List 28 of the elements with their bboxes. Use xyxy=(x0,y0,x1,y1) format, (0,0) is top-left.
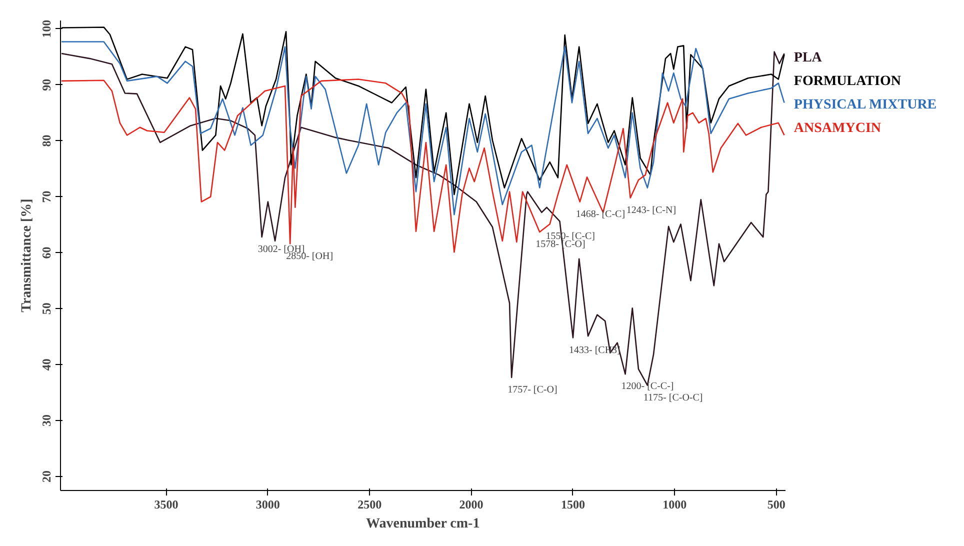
series-label: FORMULATION xyxy=(794,74,901,90)
x-tick-label: 2000 xyxy=(459,498,484,512)
line-series xyxy=(60,78,785,253)
annotation: 1200- [C-C-] xyxy=(621,381,674,392)
x-tick-label: 500 xyxy=(767,498,786,512)
y-tick-label: 40 xyxy=(40,358,54,371)
y-tick-label: 50 xyxy=(40,302,54,315)
annotation: 1243- [C-N] xyxy=(626,204,676,216)
x-tick-label: 1500 xyxy=(560,498,585,512)
annotation: 1175- [C-O-C] xyxy=(643,392,703,404)
annotation: 1757- [C-O] xyxy=(508,384,558,396)
y-tick-label: 30 xyxy=(40,414,54,427)
x-axis-title: Wavenumber cm-1 xyxy=(366,516,480,532)
annotation: 1468- [C-C] xyxy=(576,208,626,220)
y-tick-label: 70 xyxy=(40,190,54,203)
y-tick-label: 100 xyxy=(40,20,54,38)
series-label: PHYSICAL MIXTURE xyxy=(794,98,937,113)
y-tick-label: 60 xyxy=(40,246,54,259)
x-tick-label: 2500 xyxy=(358,498,382,512)
y-tick-label: 20 xyxy=(40,470,54,483)
y-axis-title: Transmittance [%] xyxy=(20,198,34,312)
x-tick-label: 3000 xyxy=(256,498,280,512)
y-tick-label: 80 xyxy=(40,134,54,147)
y-tick-label: 90 xyxy=(40,78,54,91)
series-label: PLA xyxy=(794,50,823,66)
x-tick-label: 3500 xyxy=(154,498,178,512)
x-tick-label: 1000 xyxy=(662,498,687,512)
series-label: ANSAMYCIN xyxy=(794,121,882,136)
